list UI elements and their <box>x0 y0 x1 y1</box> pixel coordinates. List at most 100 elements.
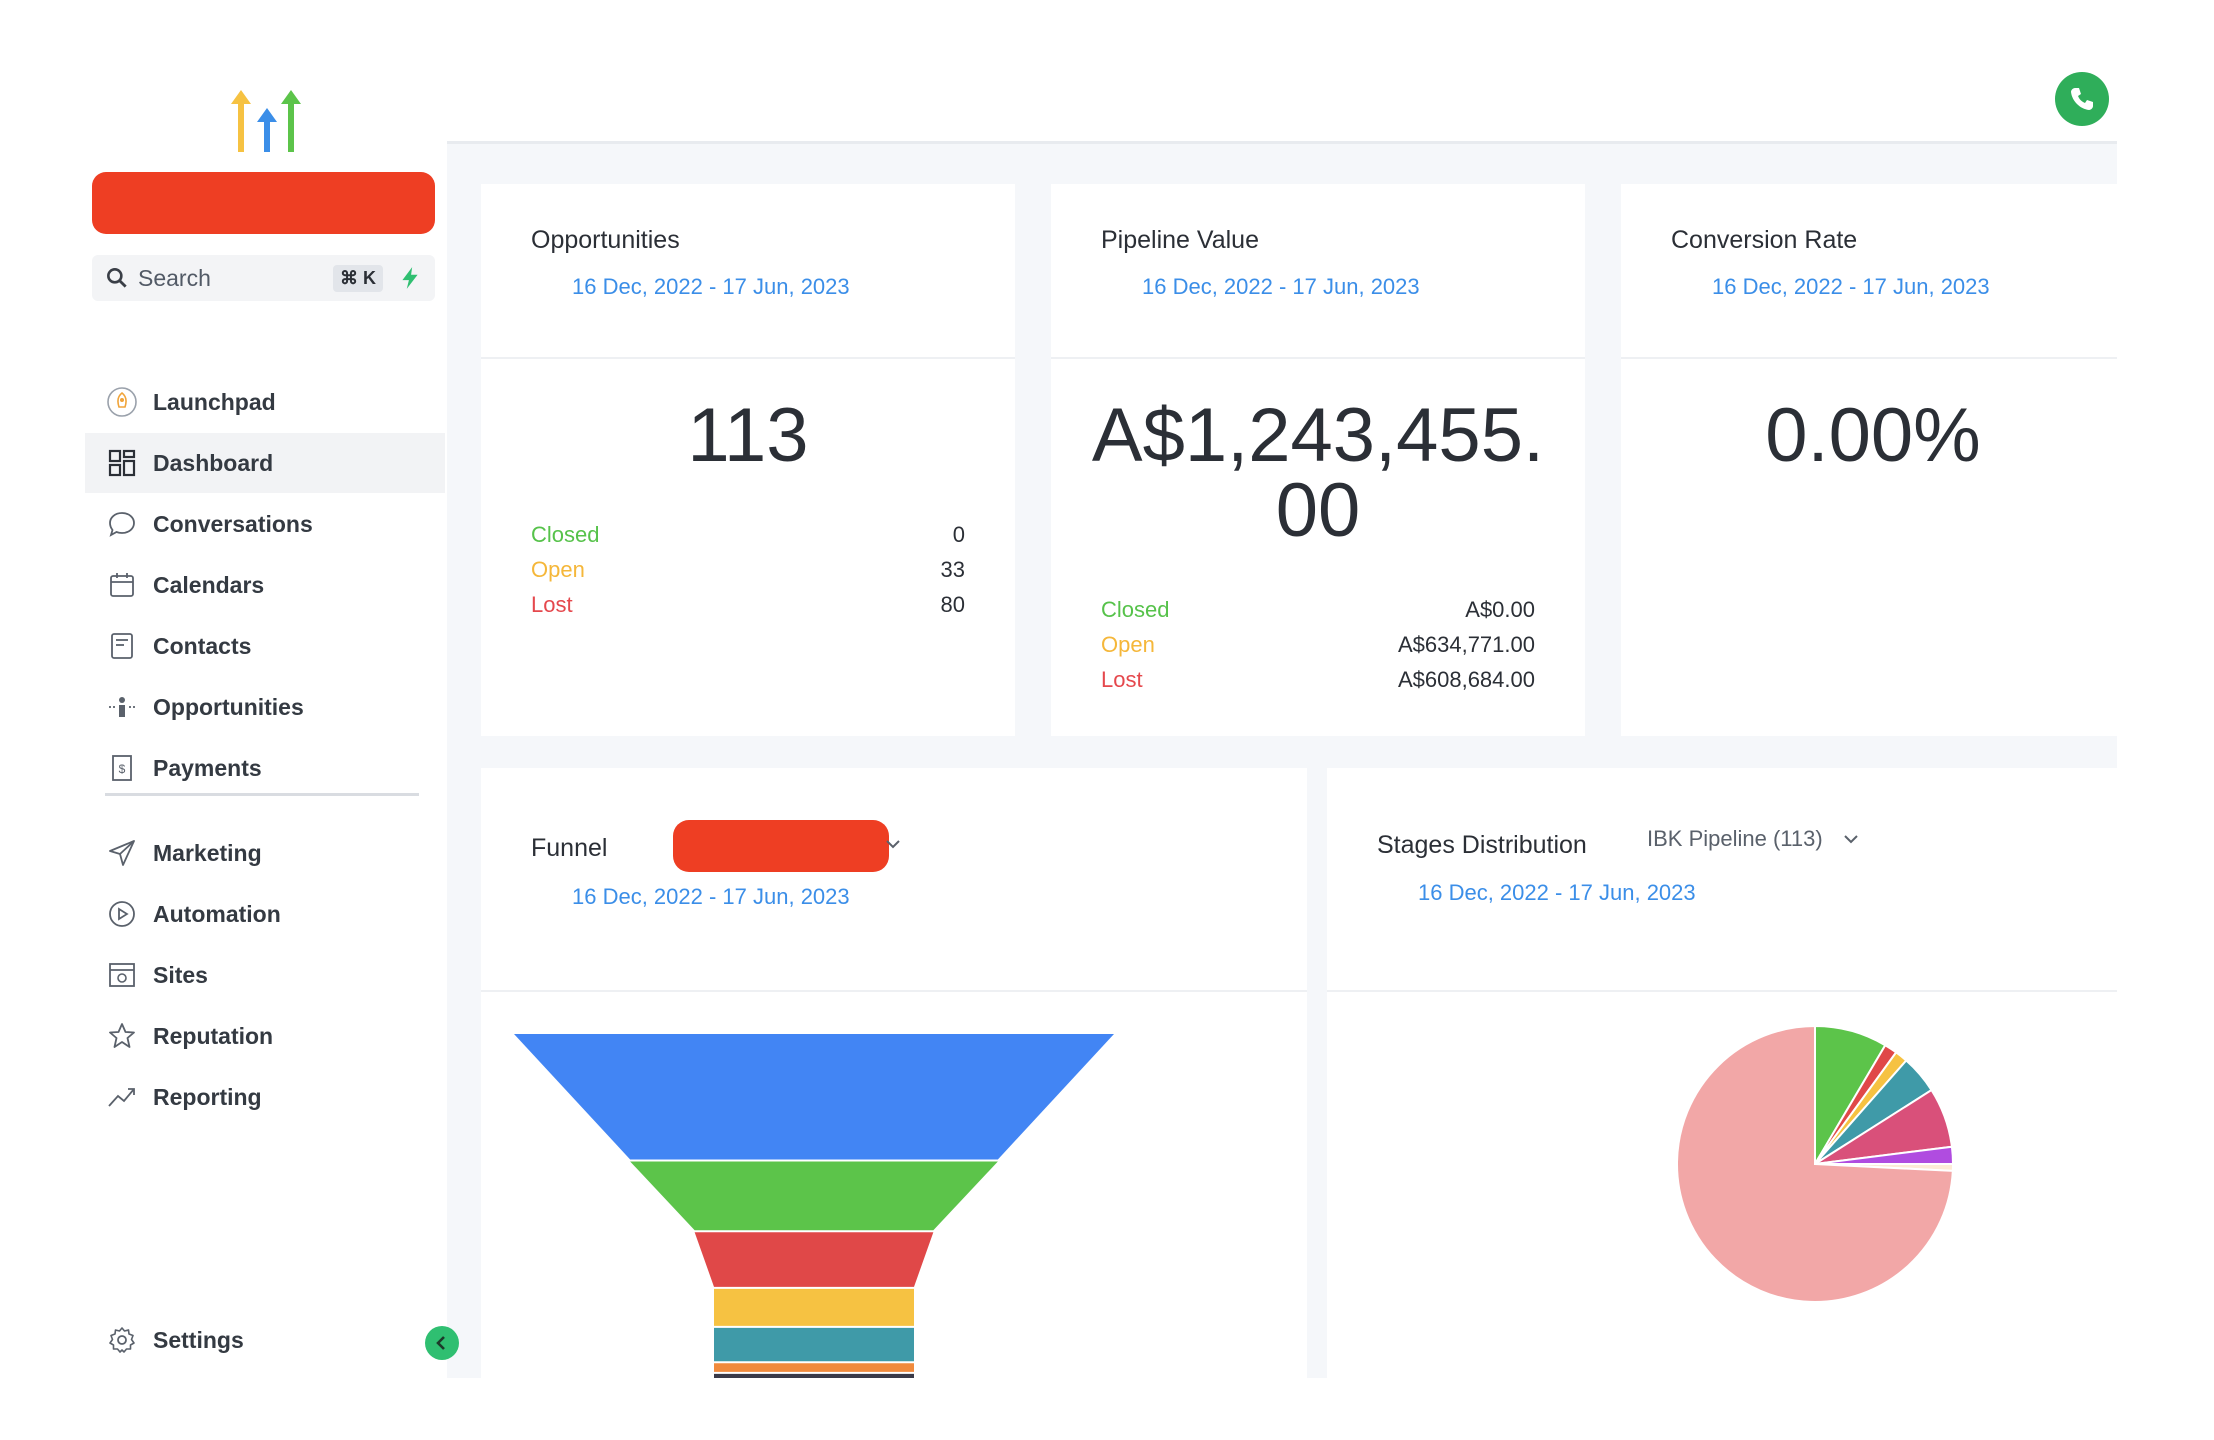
conversion-rate-value: 0.00% <box>1765 393 1981 478</box>
funnel-band <box>714 1327 914 1362</box>
sidebar-divider <box>105 793 419 796</box>
stat-value: A$608,684.00 <box>1397 667 1535 692</box>
sidebar-item-label: Payments <box>153 754 262 781</box>
sidebar-item-label: Opportunities <box>153 693 304 720</box>
sidebar-item-sites[interactable]: Sites <box>85 945 445 1005</box>
sidebar-item-launchpad[interactable]: Launchpad <box>85 372 445 432</box>
funnel-band <box>714 1288 914 1326</box>
pipeline-select-value: IBK Pipeline (113) <box>1647 826 1823 851</box>
stages-distribution-card: Stages Distribution IBK Pipeline (113) 1… <box>1327 768 2117 1378</box>
sidebar-item-reputation[interactable]: Reputation <box>85 1006 445 1066</box>
sidebar-item-label: Sites <box>153 961 208 988</box>
stat-row-lost: Lost 80 <box>531 592 965 622</box>
search-label: Search <box>138 264 211 291</box>
payments-icon: $ <box>112 755 132 781</box>
date-range[interactable]: 16 Dec, 2022 - 17 Jun, 2023 <box>1712 274 1990 299</box>
stat-label: Lost <box>531 592 573 617</box>
stat-row-open: Open 33 <box>531 557 965 587</box>
sidebar-item-conversations[interactable]: Conversations <box>85 494 445 554</box>
sidebar-item-dashboard[interactable]: Dashboard <box>85 433 445 493</box>
stat-row-closed: Closed A$0.00 <box>1101 597 1535 627</box>
search-bar[interactable]: Search ⌘ K <box>92 255 435 301</box>
stat-label: Lost <box>1101 667 1143 692</box>
sidebar-item-marketing[interactable]: Marketing <box>85 823 445 883</box>
chevron-left-icon <box>436 1336 445 1350</box>
card-title: Opportunities <box>531 226 680 254</box>
stat-label: Closed <box>1101 597 1170 622</box>
phone-icon <box>2071 88 2093 110</box>
sidebar-item-label: Dashboard <box>153 449 274 476</box>
funnel-band <box>714 1363 914 1372</box>
send-icon <box>109 840 135 866</box>
svg-text:$: $ <box>119 762 126 776</box>
stat-label: Open <box>1101 632 1155 657</box>
chat-bubble-icon <box>109 512 135 537</box>
sidebar-item-reporting[interactable]: Reporting <box>85 1067 445 1127</box>
funnel-card: Funnel 16 Dec, 2022 - 17 Jun, 2023 <box>481 768 1307 1378</box>
stat-value: 0 <box>952 522 965 547</box>
top-header <box>447 60 2117 144</box>
stages-pie-chart <box>1676 1024 1955 1303</box>
stat-row-lost: Lost A$608,684.00 <box>1101 667 1535 697</box>
opportunities-card: Opportunities 16 Dec, 2022 - 17 Jun, 202… <box>481 184 1015 736</box>
sidebar-item-label: Calendars <box>153 571 265 598</box>
sidebar-item-label: Reporting <box>153 1083 262 1110</box>
card-title: Conversion Rate <box>1671 226 1858 254</box>
sidebar-item-label: Automation <box>153 900 281 927</box>
sidebar-item-automation[interactable]: Automation <box>85 884 445 944</box>
sidebar-item-contacts[interactable]: Contacts <box>85 616 445 676</box>
automation-icon <box>109 901 135 927</box>
sidebar-item-payments[interactable]: $ Payments <box>85 738 445 798</box>
pipeline-value-card: Pipeline Value 16 Dec, 2022 - 17 Jun, 20… <box>1051 184 1585 736</box>
pipeline-select[interactable]: IBK Pipeline (113) <box>1647 826 1863 852</box>
gear-icon <box>109 1327 135 1353</box>
chevron-down-icon[interactable] <box>881 832 905 856</box>
card-title: Funnel <box>531 834 608 862</box>
date-range[interactable]: 16 Dec, 2022 - 17 Jun, 2023 <box>572 274 850 299</box>
opportunities-count: 113 <box>687 393 809 478</box>
stat-row-closed: Closed 0 <box>531 522 965 552</box>
app-logo[interactable] <box>227 90 307 154</box>
redacted-account-switcher[interactable] <box>92 172 435 234</box>
stat-value: 80 <box>940 592 965 617</box>
search-icon <box>107 268 127 288</box>
stat-row-open: Open A$634,771.00 <box>1101 632 1535 662</box>
redacted-pipeline-select[interactable] <box>673 820 889 872</box>
sidebar-item-label: Launchpad <box>153 388 276 415</box>
contacts-book-icon <box>111 633 133 659</box>
star-icon <box>109 1023 135 1048</box>
card-title: Stages Distribution <box>1377 831 1587 859</box>
sidebar-item-label: Reputation <box>153 1022 274 1049</box>
sidebar-item-opportunities[interactable]: Opportunities <box>85 677 445 737</box>
chevron-down-icon <box>1843 835 1858 844</box>
funnel-band <box>630 1161 998 1231</box>
funnel-band <box>514 1034 1114 1160</box>
search-shortcut: ⌘ K <box>333 264 383 292</box>
app-window: Search ⌘ K Launchpad Dashboard Conversat… <box>85 60 2117 1378</box>
stat-label: Closed <box>531 522 600 547</box>
date-range[interactable]: 16 Dec, 2022 - 17 Jun, 2023 <box>1142 274 1420 299</box>
date-range[interactable]: 16 Dec, 2022 - 17 Jun, 2023 <box>1418 880 1696 905</box>
grid-icon <box>108 449 136 477</box>
sites-icon <box>109 963 135 987</box>
sidebar-item-label: Conversations <box>153 510 313 537</box>
sidebar-item-label: Settings <box>153 1326 244 1353</box>
calendar-icon <box>110 573 134 597</box>
sidebar-item-label: Contacts <box>153 632 252 659</box>
collapse-sidebar-button[interactable] <box>425 1326 459 1360</box>
conversion-rate-card: Conversion Rate 16 Dec, 2022 - 17 Jun, 2… <box>1621 184 2117 736</box>
pipeline-value-line2: 00 <box>1275 468 1361 553</box>
lightning-icon[interactable] <box>397 265 423 291</box>
opportunities-icon <box>109 697 135 717</box>
date-range[interactable]: 16 Dec, 2022 - 17 Jun, 2023 <box>572 884 850 909</box>
phone-button[interactable] <box>2055 72 2109 126</box>
sidebar: Search ⌘ K Launchpad Dashboard Conversat… <box>85 60 447 1378</box>
trend-icon <box>108 1088 135 1107</box>
sidebar-item-settings[interactable]: Settings <box>85 1310 445 1370</box>
pipeline-value-line1: A$1,243,455. <box>1091 393 1545 478</box>
stat-label: Open <box>531 557 585 582</box>
stat-value: A$634,771.00 <box>1397 632 1535 657</box>
funnel-chart <box>514 1034 1114 1378</box>
sidebar-item-label: Marketing <box>153 839 262 866</box>
sidebar-item-calendars[interactable]: Calendars <box>85 555 445 615</box>
